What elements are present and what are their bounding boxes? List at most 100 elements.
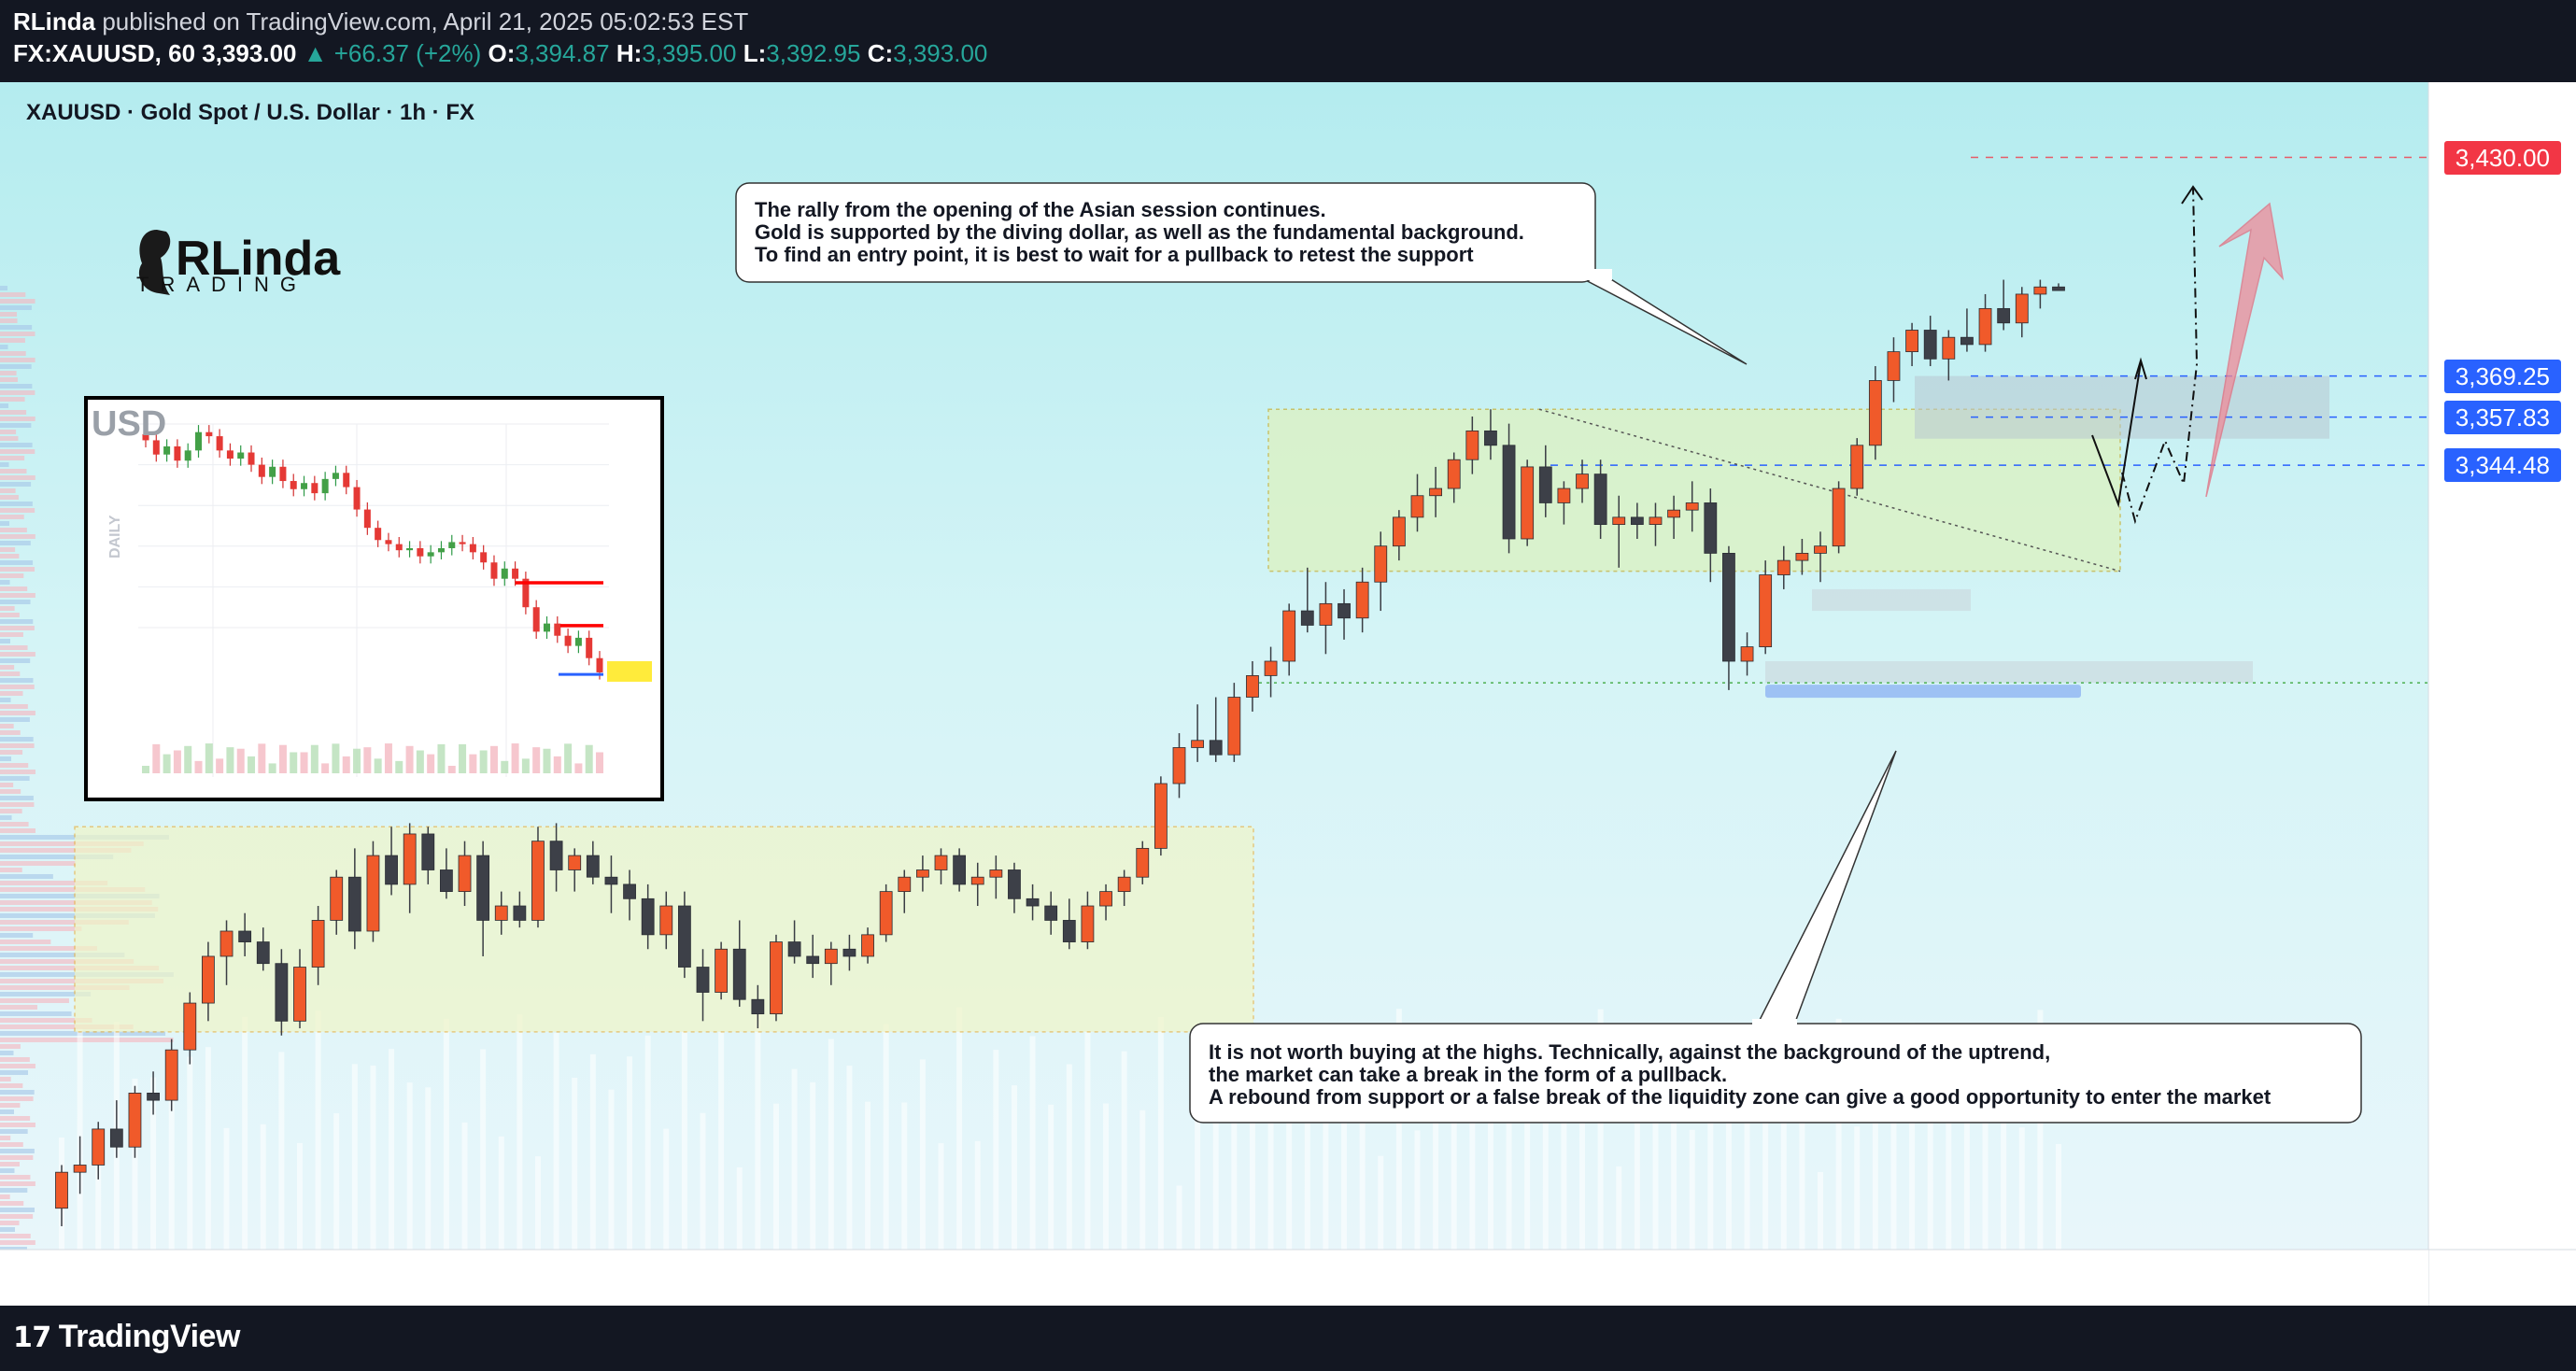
volume-bar bbox=[1946, 1095, 1952, 1250]
candle-body bbox=[1814, 545, 1827, 554]
volume-bar bbox=[95, 1147, 102, 1250]
inset-candle-body bbox=[269, 466, 276, 477]
volume-profile-row bbox=[0, 959, 134, 964]
open-value: 3,394.87 bbox=[515, 39, 610, 67]
inset-candle-body bbox=[237, 452, 245, 459]
volume-bar bbox=[1963, 1049, 1970, 1250]
inset-volume-bar bbox=[374, 758, 382, 773]
volume-bar bbox=[223, 1127, 230, 1250]
close-value: 3,393.00 bbox=[893, 39, 988, 67]
volume-profile-row bbox=[0, 652, 35, 657]
price-badge-0: 3,430.00 bbox=[2443, 140, 2561, 175]
volume-profile-row bbox=[0, 1208, 35, 1212]
volume-bar bbox=[1616, 1166, 1622, 1250]
volume-profile-row bbox=[0, 286, 7, 290]
volume-profile-row bbox=[0, 1201, 24, 1206]
candle-body bbox=[696, 967, 710, 993]
chart-canvas[interactable]: XAUUSD · Gold Spot / U.S. Dollar · 1h · … bbox=[0, 82, 2576, 1306]
volume-profile-row bbox=[0, 756, 12, 761]
inset-volume-bar bbox=[543, 748, 551, 773]
volume-bar bbox=[791, 1068, 798, 1250]
volume-bar bbox=[517, 1014, 523, 1250]
inset-candle-body bbox=[395, 544, 403, 551]
volume-bar bbox=[1469, 1025, 1476, 1250]
volume-profile-row bbox=[0, 822, 29, 827]
candle-body bbox=[1484, 430, 1497, 446]
price-axis[interactable] bbox=[2428, 82, 2576, 1306]
volume-bar bbox=[461, 1122, 468, 1250]
liquidity-band bbox=[1765, 685, 2081, 699]
volume-profile-row bbox=[0, 881, 108, 885]
volume-profile-row bbox=[0, 1221, 20, 1225]
candle-body bbox=[73, 1165, 87, 1173]
price-badge-2: 3,357.83 bbox=[2443, 400, 2561, 434]
time-axis[interactable] bbox=[0, 1250, 2428, 1306]
candle-body bbox=[970, 876, 984, 885]
tradingview-brand: TradingView bbox=[58, 1319, 241, 1354]
volume-bar bbox=[370, 1065, 376, 1250]
volume-bar bbox=[1799, 1025, 1805, 1250]
volume-profile-row bbox=[0, 1110, 14, 1114]
volume-bar bbox=[1506, 1078, 1512, 1250]
volume-bar bbox=[205, 1047, 211, 1250]
candle-body bbox=[1593, 473, 1607, 525]
volume-profile-row bbox=[0, 776, 30, 781]
volume-profile-row bbox=[0, 671, 21, 676]
inset-candle-body bbox=[490, 562, 498, 579]
inset-volume-bar bbox=[184, 745, 192, 773]
candle-body bbox=[1685, 502, 1699, 511]
volume-profile-row bbox=[0, 567, 35, 572]
tradingview-logo[interactable]: 𝟭𝟳 TradingView bbox=[13, 1319, 240, 1355]
high-value: 3,395.00 bbox=[642, 39, 737, 67]
volume-profile-row bbox=[0, 717, 30, 722]
volume-bar bbox=[810, 1081, 816, 1250]
inset-candle-body bbox=[574, 637, 582, 646]
volume-profile-row bbox=[0, 606, 15, 611]
candle-body bbox=[440, 869, 453, 893]
candle-body bbox=[1868, 380, 1882, 446]
volume-bar bbox=[132, 1079, 138, 1250]
candle-body bbox=[953, 855, 967, 885]
volume-bar bbox=[425, 1087, 432, 1250]
volume-profile-row bbox=[0, 371, 17, 375]
candle-body bbox=[531, 841, 545, 921]
volume-bar bbox=[572, 1077, 578, 1250]
usd-inset-frame bbox=[84, 396, 664, 801]
open-label: O: bbox=[488, 39, 516, 67]
volume-profile-row bbox=[0, 665, 15, 670]
price-change: ▲ +66.37 (+2%) bbox=[303, 39, 482, 67]
volume-profile-row bbox=[0, 1070, 28, 1075]
volume-bar bbox=[187, 1056, 193, 1250]
inset-candle-body bbox=[385, 540, 392, 544]
volume-profile-row bbox=[0, 953, 125, 957]
candle-body bbox=[1319, 602, 1333, 626]
footer-bar bbox=[0, 1306, 2576, 1371]
candle-body bbox=[311, 920, 325, 968]
volume-bar bbox=[2001, 1053, 2007, 1250]
volume-bar bbox=[1195, 1023, 1201, 1250]
volume-bar bbox=[534, 1156, 541, 1250]
volume-profile-row bbox=[0, 1005, 37, 1010]
inset-candle-body bbox=[437, 547, 445, 553]
volume-bar bbox=[993, 1050, 999, 1250]
volume-profile-row bbox=[0, 1168, 15, 1173]
logo-head-icon bbox=[138, 230, 171, 295]
candle-body bbox=[1338, 602, 1351, 619]
candle-body bbox=[1429, 488, 1443, 497]
volume-bar bbox=[1231, 1046, 1238, 1250]
volume-bar bbox=[1487, 1087, 1493, 1250]
volume-profile-row bbox=[0, 1090, 35, 1095]
candle-body bbox=[1264, 660, 1278, 676]
liquidity-zone bbox=[1765, 661, 2253, 684]
inset-candle-body bbox=[596, 657, 603, 672]
author-name[interactable]: RLinda bbox=[13, 7, 96, 35]
volume-profile-row bbox=[0, 528, 27, 532]
candle-body bbox=[385, 855, 398, 885]
callout-bottom-line-2: the market can take a break in the form … bbox=[1209, 1063, 1727, 1086]
volume-profile-row bbox=[0, 855, 114, 859]
inset-volume-bar bbox=[469, 754, 477, 773]
usd-inset: USD DAILY bbox=[84, 396, 664, 801]
volume-bar bbox=[443, 1018, 449, 1250]
symbol-label[interactable]: FX:XAUUSD, 60 bbox=[13, 39, 196, 67]
candle-body bbox=[1447, 459, 1461, 489]
